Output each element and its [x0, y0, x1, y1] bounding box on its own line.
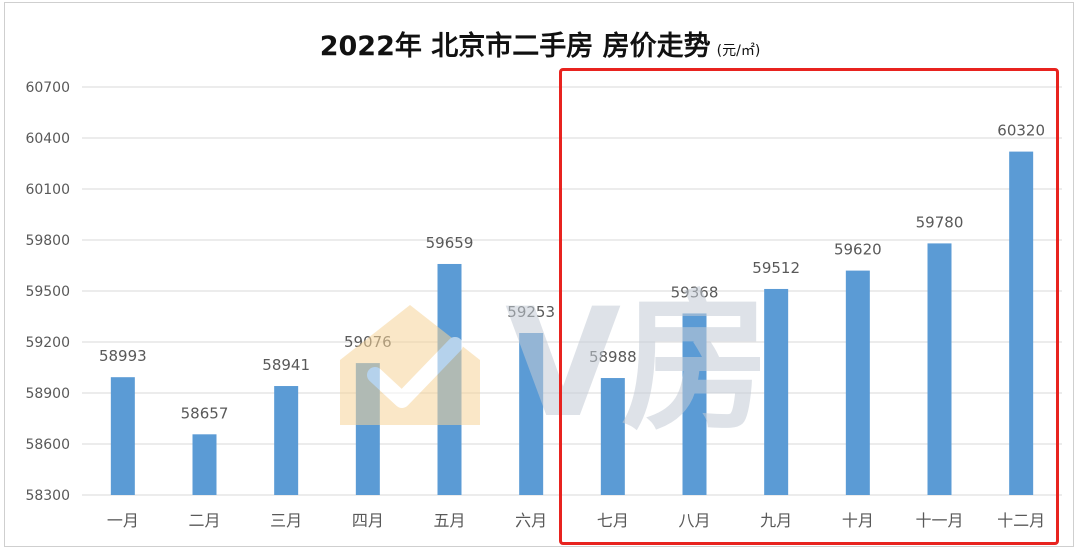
y-tick-label: 59500 [25, 284, 70, 300]
chart-title-main: 2022年 北京市二手房 房价走势 [319, 31, 711, 62]
bar [927, 243, 952, 495]
data-label: 59659 [426, 234, 474, 252]
y-tick-label: 60400 [25, 131, 70, 147]
x-tick-label: 八月 [678, 511, 710, 530]
y-tick-label: 58900 [25, 386, 70, 402]
data-label: 58657 [181, 404, 229, 422]
bar [437, 263, 462, 495]
x-tick-label: 五月 [433, 511, 465, 530]
x-tick-label: 十一月 [915, 511, 963, 530]
x-tick-label: 十月 [842, 511, 874, 530]
x-tick-label: 十二月 [997, 511, 1045, 530]
y-tick-label: 59800 [25, 233, 70, 249]
x-tick-label: 二月 [188, 511, 220, 530]
bar [600, 378, 625, 495]
y-tick-label: 58300 [25, 488, 70, 504]
y-tick-label: 58600 [25, 437, 70, 453]
data-label: 58941 [262, 356, 310, 374]
data-label: 59780 [916, 213, 964, 231]
x-tick-label: 三月 [270, 511, 302, 530]
bar [1009, 151, 1034, 495]
bar [192, 434, 217, 495]
bar [764, 288, 789, 495]
bar [274, 386, 299, 495]
data-label: 60320 [997, 122, 1045, 140]
data-label: 59512 [752, 259, 800, 277]
bar [519, 332, 544, 495]
bar [110, 377, 135, 495]
data-label: 59076 [344, 333, 392, 351]
bar [845, 270, 870, 495]
y-tick-label: 59200 [25, 335, 70, 351]
chart-title-unit: (元/㎡) [716, 43, 761, 59]
x-tick-label: 一月 [107, 511, 139, 530]
y-tick-label: 60700 [25, 80, 70, 96]
bar [355, 363, 380, 495]
x-tick-label: 六月 [515, 511, 547, 530]
data-label: 59253 [507, 303, 555, 321]
second-half-highlight-box [559, 68, 1059, 545]
data-label: 58988 [589, 348, 637, 366]
data-label: 58993 [99, 347, 147, 365]
data-label: 59620 [834, 241, 882, 259]
bar [682, 313, 707, 495]
x-tick-label: 九月 [760, 511, 792, 530]
chart-title: 2022年 北京市二手房 房价走势 (元/㎡) [0, 24, 1080, 63]
data-label: 59368 [671, 283, 719, 301]
x-tick-label: 七月 [597, 511, 629, 530]
x-tick-label: 四月 [352, 511, 384, 530]
y-tick-label: 60100 [25, 182, 70, 198]
